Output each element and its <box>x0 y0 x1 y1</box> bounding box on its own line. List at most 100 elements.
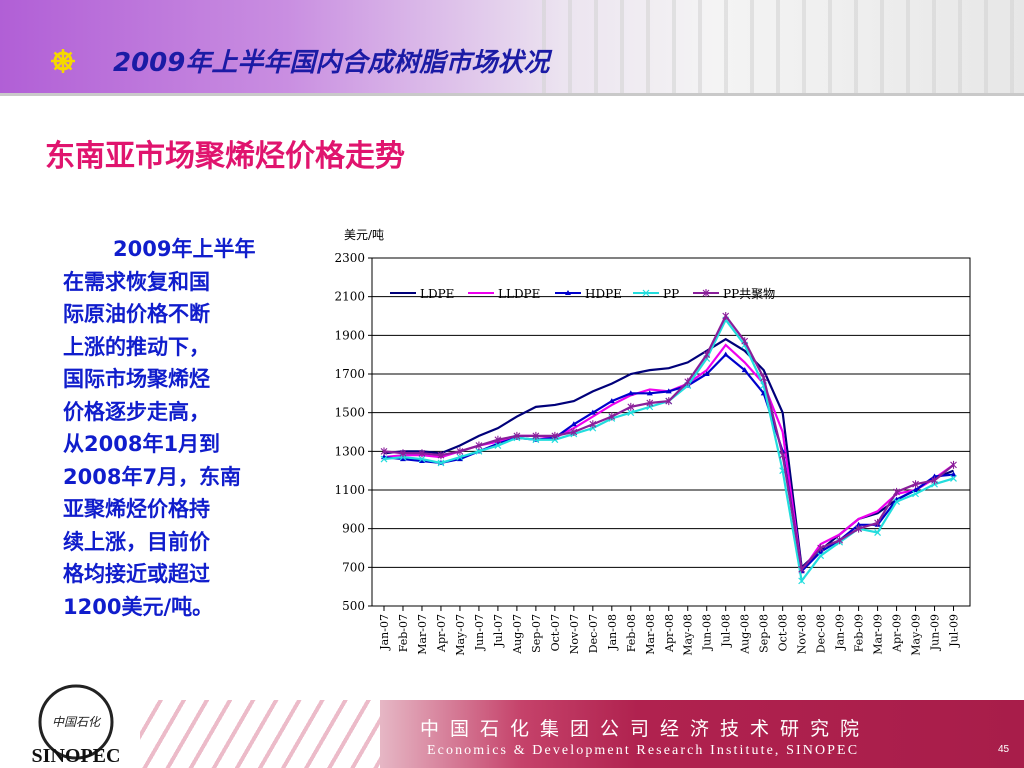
y-tick-label: 2100 <box>334 290 365 304</box>
x-tick-label: Mar-09 <box>872 614 885 655</box>
body-line: 亚聚烯烃价格持 <box>63 497 210 521</box>
x-tick-label: Jul-07 <box>492 614 505 648</box>
data-point <box>608 412 616 421</box>
data-point <box>950 474 957 482</box>
data-point <box>722 312 730 320</box>
body-line: 格均接近或超过 <box>63 562 210 586</box>
data-point <box>627 390 634 396</box>
data-point <box>817 552 825 560</box>
data-point <box>874 518 881 527</box>
data-point <box>836 536 844 545</box>
x-tick-label: Jun-07 <box>473 614 486 651</box>
wheel-icon <box>51 49 75 73</box>
sinopec-logo: 中国石化 SINOPEC <box>32 684 121 767</box>
y-tick-label: 2300 <box>334 251 365 265</box>
x-tick-label: Feb-08 <box>625 614 638 652</box>
data-point <box>418 449 426 458</box>
header-stripes <box>520 0 1024 93</box>
body-line: 2008年7月，东南 <box>63 464 242 489</box>
data-point <box>950 471 957 477</box>
x-tick-label: Jul-08 <box>720 614 733 648</box>
data-point <box>741 337 749 346</box>
y-tick-label: 1900 <box>334 328 365 342</box>
page-title: 2009年上半年国内合成树脂市场状况 <box>113 48 550 78</box>
x-tick-label: Apr-07 <box>435 614 448 653</box>
data-point <box>950 460 957 469</box>
data-point <box>627 402 635 411</box>
data-point <box>513 431 521 440</box>
body-line: 续上涨，目前价 <box>63 529 210 554</box>
price-chart: 美元/吨 500 700 900 1100 1300 1500 1700 1900 2100 23… <box>334 228 971 656</box>
header-bar: 2009年上半年国内合成树脂市场状况 <box>0 0 1024 93</box>
data-point <box>437 459 445 467</box>
data-point <box>912 487 919 492</box>
data-point <box>380 455 388 463</box>
data-point <box>456 447 464 456</box>
data-point <box>855 521 862 527</box>
legend-label: LDPE <box>420 287 454 301</box>
data-point <box>703 371 710 376</box>
legend-marker <box>565 290 571 295</box>
data-point <box>627 409 635 417</box>
x-tick-label: Apr-09 <box>891 614 904 653</box>
x-tick-label: Mar-08 <box>644 614 657 655</box>
footer-org-cn: 中国石化集团公司经济技术研究院 <box>420 718 871 740</box>
x-tick-label: May-09 <box>910 614 923 656</box>
body-line: 在需求恢复和国 <box>63 269 210 294</box>
legend-label: PP共聚物 <box>723 287 775 301</box>
data-point <box>532 431 540 440</box>
footer-band <box>380 700 1024 768</box>
svg-text:SINOPEC: SINOPEC <box>32 745 121 767</box>
legend-marker <box>702 289 710 297</box>
data-point <box>760 373 768 382</box>
y-tick-label: 1700 <box>334 367 365 381</box>
x-tick-label: May-08 <box>682 614 695 656</box>
data-point <box>931 473 938 479</box>
svg-text:中国石化: 中国石化 <box>52 715 102 729</box>
data-point <box>551 431 559 440</box>
data-point <box>475 447 483 455</box>
legend-label: HDPE <box>585 287 622 301</box>
x-tick-label: Aug-07 <box>511 614 524 655</box>
x-tick-label: Dec-08 <box>815 614 828 653</box>
data-point <box>703 350 711 359</box>
body-line: 价格逐步走高， <box>63 399 210 424</box>
x-tick-label: Jan-09 <box>834 614 847 651</box>
data-point <box>570 421 577 427</box>
data-point <box>380 447 388 456</box>
body-paragraph: 2009年上半年 在需求恢复和国 际原油价格不断 上涨的推动下， 国际市场聚烯烃 价格逐步… <box>63 233 313 623</box>
body-line: 国际市场聚烯烃 <box>63 367 210 391</box>
data-point <box>931 476 938 485</box>
x-tick-label: Oct-08 <box>777 614 790 651</box>
x-tick-label: Jun-09 <box>929 614 942 651</box>
data-point <box>684 377 692 386</box>
legend-marker <box>642 289 650 297</box>
legend-label: LLDPE <box>498 287 540 301</box>
x-tick-label: Sep-07 <box>530 614 543 653</box>
data-point <box>418 455 426 463</box>
data-point <box>399 449 407 458</box>
body-line: 1200美元/吨。 <box>63 594 214 619</box>
data-point <box>798 565 806 574</box>
data-point <box>722 351 729 357</box>
x-tick-label: Jun-08 <box>701 614 714 651</box>
body-line: 2009年上半年 <box>113 237 256 261</box>
x-tick-label: Feb-09 <box>853 614 866 652</box>
footer-org-en: Economics & Development Research Institu… <box>427 743 860 758</box>
data-point <box>798 577 806 585</box>
y-tick-label: 700 <box>342 560 365 574</box>
data-point <box>912 480 919 489</box>
data-point <box>646 390 653 396</box>
x-tick-label: Aug-08 <box>739 614 752 655</box>
data-point <box>418 458 425 463</box>
data-point <box>646 399 654 407</box>
x-tick-label: Oct-07 <box>549 614 562 651</box>
data-point <box>570 428 578 436</box>
x-tick-label: Apr-08 <box>663 614 676 653</box>
data-point <box>494 435 502 444</box>
x-tick-label: Sep-08 <box>758 614 771 653</box>
header-divider <box>0 93 1024 96</box>
y-tick-label: 1500 <box>334 406 365 420</box>
data-point <box>608 398 615 404</box>
data-point <box>855 524 862 533</box>
